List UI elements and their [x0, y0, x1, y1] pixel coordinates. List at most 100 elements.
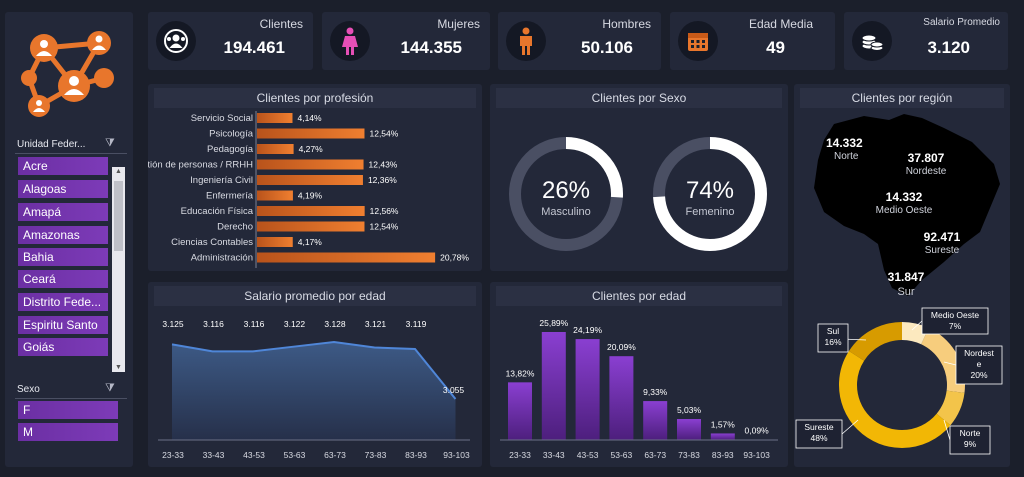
salario-data-label: 3.116 — [203, 319, 224, 329]
slicer-scrollbar[interactable]: ▲ ▼ — [112, 167, 125, 372]
sidebar-panel: Unidad Feder... ⧩ Acre Alagoas Amapá Ama… — [5, 12, 133, 467]
profesion-bar — [257, 159, 364, 170]
profesion-data-label: 12,43% — [369, 160, 398, 170]
sexo-donut-arc — [509, 137, 623, 251]
slicer-item-alagoas[interactable]: Alagoas — [18, 180, 108, 198]
profesion-data-label: 4,14% — [297, 113, 322, 123]
region-callout-text: Sureste — [804, 422, 834, 432]
slicer-item-espiritu-santo[interactable]: Espiritu Santo — [18, 316, 108, 334]
region-map-label: Nordeste — [906, 166, 947, 177]
region-donut-slice — [839, 322, 965, 448]
region-map-value: 37.807 — [908, 151, 945, 165]
profesion-category-label: Administración — [191, 253, 253, 264]
salario-data-label: 3.128 — [324, 319, 346, 329]
profesion-bar — [257, 221, 365, 232]
edad-data-label: 24,19% — [573, 325, 602, 335]
kpi-value: 194.461 — [223, 38, 285, 57]
region-callout-text: Nordest — [964, 348, 994, 358]
region-callout-text: 16% — [824, 337, 841, 347]
slicer-item-m[interactable]: M — [18, 423, 118, 441]
profesion-bar — [257, 252, 436, 263]
region-map-value: 92.471 — [924, 230, 961, 244]
scroll-down-icon[interactable]: ▼ — [115, 364, 122, 371]
region-donut-slice — [839, 322, 965, 448]
region-callout-text: 20% — [970, 370, 987, 380]
profesion-data-label: 12,54% — [369, 222, 398, 232]
edad-bar — [508, 382, 532, 440]
sexo-title: Clientes por Sexo — [496, 88, 782, 108]
kpi-value: 49 — [766, 38, 785, 57]
kpi-label: Edad Media — [748, 17, 813, 31]
clear-filter-icon[interactable]: ⧩ — [105, 137, 115, 149]
region-callout-text: 7% — [949, 321, 962, 331]
salario-tick-label: 93-103 — [443, 450, 470, 460]
profesion-data-label: 12,56% — [370, 206, 399, 216]
edad-data-label: 13,82% — [506, 368, 535, 378]
scrollbar-thumb[interactable] — [114, 181, 123, 251]
slicer-item-acre[interactable]: Acre — [18, 157, 108, 175]
edad-bar — [609, 356, 634, 440]
slicer-item-amapa[interactable]: Amapá — [18, 203, 108, 221]
region-map-value: 31.847 — [888, 270, 925, 284]
salario-title: Salario promedio por edad — [154, 286, 476, 306]
edad-tick-label: 53-63 — [611, 450, 633, 460]
region-callout-text: Medio Oeste — [931, 310, 979, 320]
salario-tick-label: 43-53 — [243, 450, 265, 460]
kpi-clientes-card: Clientes 194.461 — [148, 12, 313, 70]
region-callout-box — [795, 419, 843, 449]
kpi-label: Salario Promedio — [923, 17, 1000, 28]
edad-bar — [541, 332, 566, 440]
salario-data-label: 3.055 — [443, 385, 465, 395]
salario-tick-label: 83-93 — [405, 450, 427, 460]
profesion-category-label: Ciencias Contables — [171, 237, 253, 248]
edad-data-label: 1,57% — [711, 419, 736, 429]
kpi-value: 50.106 — [581, 38, 633, 57]
slicer-item-distrito-federal[interactable]: Distrito Fede... — [18, 293, 108, 311]
region-map-label: Medio Oeste — [876, 205, 933, 216]
slicer-item-bahia[interactable]: Bahia — [18, 248, 108, 266]
slicer-item-f[interactable]: F — [18, 401, 118, 419]
profesion-category-label: Derecho — [217, 222, 253, 233]
slicer-item-goias[interactable]: Goiás — [18, 338, 108, 356]
scroll-up-icon[interactable]: ▲ — [115, 168, 122, 175]
calendar-icon — [678, 21, 718, 61]
profesion-bar — [257, 113, 293, 123]
sexo-panel: Clientes por Sexo 26% Masculino 74% Femenin… — [490, 84, 788, 271]
region-callout-leader — [841, 419, 859, 435]
profesion-category-label: Psicología — [209, 129, 254, 140]
slicer-item-ceara[interactable]: Ceará — [18, 270, 108, 288]
edad-data-label: 9,33% — [643, 387, 668, 397]
profesion-data-label: 12,36% — [368, 175, 397, 185]
network-logo-icon — [21, 31, 114, 117]
edad-tick-label: 93-103 — [743, 450, 770, 460]
region-callout-text: Sul — [827, 326, 839, 336]
region-callout-leader — [943, 419, 951, 441]
salario-tick-label: 33-43 — [203, 450, 225, 460]
sexo-series-label: Masculino — [541, 206, 591, 218]
region-callout-text: 48% — [810, 433, 827, 443]
region-callout-box — [817, 323, 849, 353]
edad-title: Clientes por edad — [496, 286, 782, 306]
coins-icon — [852, 21, 892, 61]
profesion-category-label: Gestión de personas / RRHH — [148, 160, 253, 171]
profesion-category-label: Pedagogía — [207, 144, 254, 155]
slicer-sexo-title: Sexo — [17, 384, 40, 395]
sexo-percent-label: 74% — [686, 177, 734, 204]
sexo-chart: 26% Masculino 74% Femenino — [509, 137, 767, 251]
kpi-mujeres-card: Mujeres 144.355 — [322, 12, 490, 70]
clear-filter-sexo-icon[interactable]: ⧩ — [105, 382, 115, 394]
slicer-item-amazonas[interactable]: Amazonas — [18, 226, 108, 244]
edad-tick-label: 83-93 — [712, 450, 734, 460]
edad-data-label: 0,09% — [745, 426, 770, 436]
region-map-label: Norte — [834, 151, 859, 162]
slicer-divider — [15, 398, 127, 399]
edad-panel: Clientes por edad 13,82% 23-33 25,89% 33-43… — [490, 282, 788, 467]
users-circle-icon — [156, 21, 196, 61]
edad-tick-label: 43-53 — [577, 450, 599, 460]
profesion-bar — [257, 144, 294, 154]
woman-icon — [330, 21, 370, 61]
edad-tick-label: 63-73 — [644, 450, 666, 460]
salario-tick-label: 73-83 — [365, 450, 387, 460]
sexo-percent-label: 26% — [542, 177, 590, 204]
